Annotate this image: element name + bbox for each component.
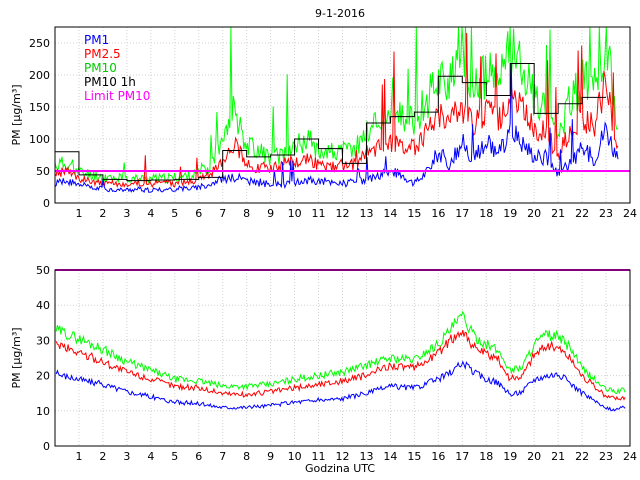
bottom-x-tick-label: 15 [407,450,421,463]
top-series-pm10-1h [55,62,607,182]
top-y-tick-label: 250 [29,37,50,50]
top-x-tick-label: 4 [147,207,154,220]
bottom-y-tick-label: 10 [36,405,50,418]
bottom-x-axis-label: Godzina UTC [305,462,375,475]
bottom-x-tick-label: 20 [527,450,541,463]
top-x-tick-label: 2 [99,207,106,220]
bottom-series-pm2-5 [55,329,626,401]
top-series-pm10 [54,26,619,185]
bottom-y-axis-label: PM [µg/m³] [10,327,23,388]
bottom-y-tick-label: 30 [36,334,50,347]
top-x-tick-label: 17 [455,207,469,220]
bottom-x-tick-label: 3 [123,450,130,463]
bottom-x-tick-label: 6 [195,450,202,463]
top-x-tick-label: 12 [336,207,350,220]
bottom-x-tick-label: 21 [551,450,565,463]
top-x-tick-label: 16 [431,207,445,220]
bottom-x-tick-label: 13 [359,450,373,463]
top-x-tick-label: 21 [551,207,565,220]
legend: PM1 PM2.5 PM10 PM10 1h Limit PM10 [84,33,150,103]
top-plot-frame [54,26,631,204]
top-y-axis-label: PM [µg/m³] [10,84,23,145]
top-x-tick-label: 20 [527,207,541,220]
top-series-group [54,26,630,194]
bottom-x-tick-label: 14 [383,450,397,463]
top-series-pm2-5 [54,32,619,189]
top-x-tick-label: 6 [195,207,202,220]
top-x-tick-label: 1 [75,207,82,220]
top-y-tick-label: 100 [29,133,50,146]
top-x-tick-label: 14 [383,207,397,220]
top-x-tick-label: 5 [171,207,178,220]
bottom-x-tick-label: 11 [312,450,326,463]
top-x-tick-label: 3 [123,207,130,220]
top-x-tick-label: 10 [288,207,302,220]
top-x-tick-label: 19 [503,207,517,220]
top-x-tick-label: 24 [623,207,637,220]
top-x-tick-label: 13 [359,207,373,220]
bottom-x-tick-label: 9 [267,450,274,463]
top-series-pm1 [54,63,619,194]
bottom-y-tick-label: 0 [43,440,50,453]
bottom-x-tick-label: 18 [479,450,493,463]
bottom-y-tick-label: 20 [36,370,50,383]
top-x-tick-label: 22 [575,207,589,220]
bottom-x-tick-label: 16 [431,450,445,463]
bottom-x-tick-label: 12 [336,450,350,463]
bottom-x-tick-label: 4 [147,450,154,463]
bottom-x-tick-label: 8 [243,450,250,463]
top-x-tick-label: 7 [219,207,226,220]
top-x-tick-label: 23 [599,207,613,220]
bottom-x-tick-label: 1 [75,450,82,463]
top-y-tick-label: 200 [29,69,50,82]
bottom-x-tick-label: 22 [575,450,589,463]
top-x-tick-label: 18 [479,207,493,220]
top-y-tick-label: 0 [43,197,50,210]
bottom-x-tick-label: 7 [219,450,226,463]
bottom-x-tick-label: 17 [455,450,469,463]
bottom-x-tick-label: 19 [503,450,517,463]
bottom-grid [55,269,631,447]
top-x-tick-label: 11 [312,207,326,220]
legend-pm1: PM1 [84,33,109,47]
bottom-y-tick-label: 50 [36,264,50,277]
bottom-series-pm10 [55,310,626,395]
bottom-tick-labels: 1 2 3 4 5 6 7 8 9 10 11 12 13 14 15 16 17 18 19 20 21 22 23 240… [36,264,637,463]
top-y-tick-label: 50 [36,165,50,178]
top-x-tick-label: 8 [243,207,250,220]
legend-pm10-1h: PM10 1h [84,75,136,89]
legend-pm10: PM10 [84,61,117,75]
chart-title: 9-1-2016 [315,7,365,20]
top-y-tick-label: 150 [29,101,50,114]
bottom-x-tick-label: 2 [99,450,106,463]
top-x-tick-label: 9 [267,207,274,220]
bottom-x-tick-label: 23 [599,450,613,463]
legend-limit-pm10: Limit PM10 [84,89,150,103]
bottom-x-tick-label: 5 [171,450,178,463]
bottom-plot-frame [54,269,631,447]
bottom-series-pm1 [55,360,626,412]
bottom-x-tick-label: 24 [623,450,637,463]
legend-pm25: PM2.5 [84,47,121,61]
top-tick-labels: 1 2 3 4 5 6 7 8 9 10 11 12 13 14 15 16 17 18 19 20 21 22 23 240… [29,37,637,220]
bottom-y-tick-label: 40 [36,299,50,312]
bottom-x-tick-label: 10 [288,450,302,463]
top-x-tick-label: 15 [407,207,421,220]
